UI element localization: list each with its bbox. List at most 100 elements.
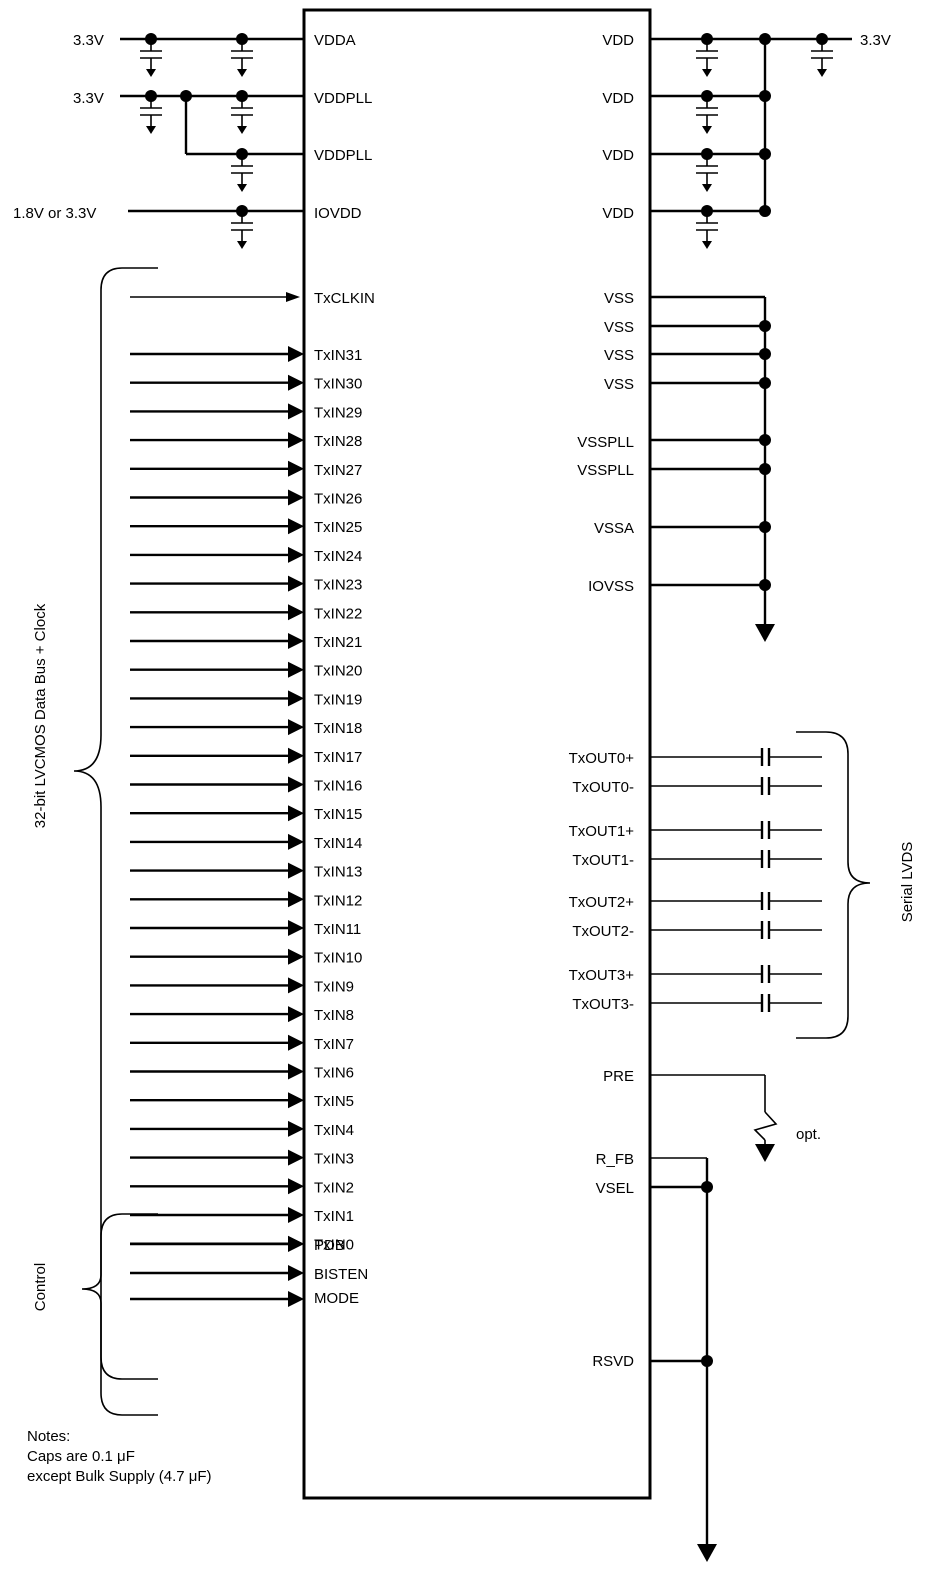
lvds-coupling-network xyxy=(650,748,822,1012)
pin-label-bisten: BISTEN xyxy=(314,1266,368,1283)
input-arrow xyxy=(288,891,304,908)
ground-arrow xyxy=(755,624,775,642)
pin-label-txout2n: TxOUT2- xyxy=(572,923,634,940)
notes-line-2: except Bulk Supply (4.7 μF) xyxy=(27,1468,212,1485)
vddpll-supply-label: 3.3V xyxy=(73,90,104,107)
pin-label-txin29: TxIN29 xyxy=(314,404,362,421)
data-pin: TxIN16 xyxy=(130,776,362,795)
input-arrow xyxy=(288,747,304,764)
input-arrow xyxy=(288,776,304,793)
data-bus-group-label: 32-bit LVCMOS Data Bus + Clock xyxy=(32,603,49,828)
ac-coupling-cap xyxy=(650,850,822,868)
pin-label-vdd: VDD xyxy=(602,32,634,49)
pin-label-vdda: VDDA xyxy=(314,32,356,49)
data-pin: TxIN4 xyxy=(130,1120,354,1139)
serial-lvds-brace xyxy=(796,731,871,1039)
pin-label-txin11: TxIN11 xyxy=(314,921,361,938)
ac-coupling-cap xyxy=(650,892,822,910)
data-pin: TxCLKIN xyxy=(130,290,375,307)
data-pin: TxIN1 xyxy=(130,1207,354,1225)
pin-label-vss: VSS xyxy=(604,290,634,307)
input-arrow xyxy=(288,374,304,391)
pin-label-txclkin: TxCLKIN xyxy=(314,290,375,307)
pin-label-vssa: VSSA xyxy=(594,520,634,537)
pin-label-vdd: VDD xyxy=(602,205,634,222)
pin-label-txout1n: TxOUT1- xyxy=(572,852,634,869)
data-pin: TxIN18 xyxy=(130,719,362,737)
data-pin: TxIN3 xyxy=(130,1149,354,1168)
pin-label-txin17: TxIN17 xyxy=(314,749,362,766)
control-brace xyxy=(81,1213,158,1380)
pin-label-vsel: VSEL xyxy=(596,1180,634,1197)
data-pin: TxIN8 xyxy=(130,1006,354,1024)
pin-label-txin18: TxIN18 xyxy=(314,720,362,737)
data-bus-brace xyxy=(73,267,158,1416)
optional-resistor xyxy=(753,1111,778,1141)
data-pin: TxIN5 xyxy=(130,1092,354,1110)
data-pin: TxIN20 xyxy=(130,661,362,680)
input-arrow xyxy=(288,920,304,936)
data-pin: TxIN14 xyxy=(130,833,362,852)
input-arrow xyxy=(288,575,304,592)
input-arrow xyxy=(288,661,304,678)
decoupling-capacitor xyxy=(140,39,162,77)
pin-label-txin1: TxIN1 xyxy=(314,1208,354,1225)
pin-label-txin30: TxIN30 xyxy=(314,376,362,393)
notes-block: Notes: Caps are 0.1 μF except Bulk Suppl… xyxy=(27,1427,212,1487)
input-arrow xyxy=(288,460,304,477)
pin-label-vdd: VDD xyxy=(602,90,634,107)
pin-label-txin21: TxIN21 xyxy=(314,634,362,651)
ground-arrow xyxy=(697,1544,717,1562)
pin-label-txin15: TxIN15 xyxy=(314,806,362,823)
decoupling-capacitor xyxy=(231,211,253,249)
decoupling-capacitor xyxy=(696,211,718,249)
control-pin-wire xyxy=(130,1236,304,1252)
ground-arrow xyxy=(237,126,247,134)
pin-label-mode: MODE xyxy=(314,1290,359,1307)
input-arrow xyxy=(288,546,304,563)
data-pin: TxIN6 xyxy=(130,1063,354,1082)
pin-label-rsvd: RSVD xyxy=(592,1353,634,1370)
ground-arrow xyxy=(702,69,712,77)
pin-label-vss: VSS xyxy=(604,319,634,336)
data-pin: TxIN30 xyxy=(130,374,362,393)
input-arrow xyxy=(288,1265,304,1281)
decoupling-capacitor xyxy=(696,96,718,134)
junction-dot xyxy=(701,1181,713,1193)
lvds-pins: TxOUT0+ TxOUT0- TxOUT1+ TxOUT1- TxOUT2+ … xyxy=(569,750,635,1013)
input-arrow xyxy=(288,1092,304,1109)
pin-label-txin16: TxIN16 xyxy=(314,778,362,795)
ground-arrow xyxy=(702,126,712,134)
pin-label-vddpll: VDDPLL xyxy=(314,90,372,107)
iovdd-supply-label: 1.8V or 3.3V xyxy=(13,205,96,222)
control-pin-wire xyxy=(130,1265,304,1281)
pin-label-txin26: TxIN26 xyxy=(314,491,362,508)
pin-label-txout0p: TxOUT0+ xyxy=(569,750,635,767)
decoupling-capacitor xyxy=(231,39,253,77)
decoupling-capacitor xyxy=(231,154,253,192)
data-pin: TxIN12 xyxy=(130,891,362,909)
pin-label-txin2: TxIN2 xyxy=(314,1179,354,1196)
control-pin-wire xyxy=(130,1291,304,1307)
pin-label-vss: VSS xyxy=(604,347,634,364)
ground-arrow xyxy=(237,184,247,192)
input-arrow xyxy=(288,1207,304,1223)
ground-arrow xyxy=(237,241,247,249)
ground-arrow xyxy=(237,69,247,77)
misc-pin-network xyxy=(650,1074,778,1562)
ac-coupling-cap xyxy=(650,821,822,839)
pin-label-txin10: TxIN10 xyxy=(314,950,362,967)
input-arrow xyxy=(288,489,304,506)
notes-title: Notes: xyxy=(27,1428,71,1445)
ground-arrow xyxy=(146,69,156,77)
data-pin: TxIN11 xyxy=(130,920,361,938)
control-pins: PDB BISTEN MODE xyxy=(314,1237,368,1307)
decoupling-capacitor xyxy=(231,96,253,134)
data-pin: TxIN7 xyxy=(130,1034,354,1053)
ac-coupling-cap xyxy=(650,748,822,766)
pin-label-txin24: TxIN24 xyxy=(314,548,362,565)
pin-label-txin20: TxIN20 xyxy=(314,663,362,680)
input-arrow xyxy=(288,1291,304,1307)
pin-label-iovss: IOVSS xyxy=(588,578,634,595)
